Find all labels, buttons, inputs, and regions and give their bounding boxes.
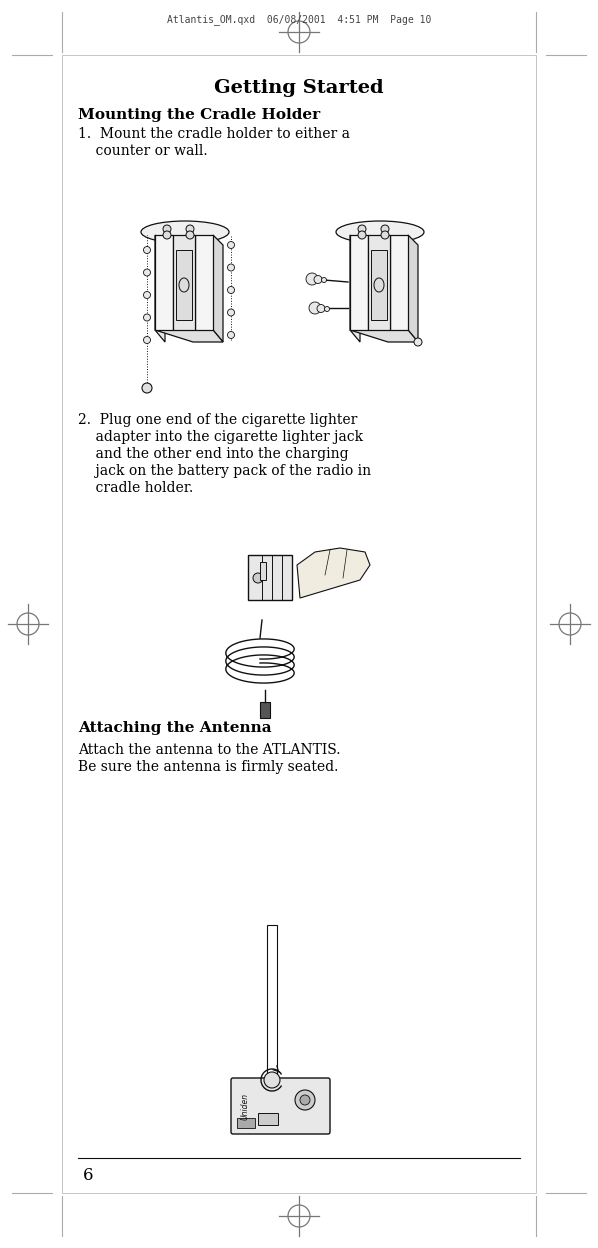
Text: Attach the antenna to the ATLANTIS.: Attach the antenna to the ATLANTIS.: [78, 743, 340, 758]
Text: Be sure the antenna is firmly seated.: Be sure the antenna is firmly seated.: [78, 760, 338, 774]
Polygon shape: [371, 250, 387, 319]
Circle shape: [227, 287, 234, 293]
Text: adapter into the cigarette lighter jack: adapter into the cigarette lighter jack: [78, 431, 363, 444]
Ellipse shape: [141, 221, 229, 243]
Text: 1.  Mount the cradle holder to either a: 1. Mount the cradle holder to either a: [78, 127, 350, 141]
Polygon shape: [155, 235, 173, 329]
Text: cradle holder.: cradle holder.: [78, 480, 193, 495]
Bar: [237, 1118, 255, 1128]
Circle shape: [358, 231, 366, 240]
Circle shape: [227, 242, 234, 248]
Circle shape: [306, 273, 318, 285]
Bar: [267, 925, 277, 1075]
Circle shape: [295, 1090, 315, 1109]
Circle shape: [144, 247, 151, 253]
Polygon shape: [173, 235, 195, 329]
Circle shape: [414, 338, 422, 346]
Circle shape: [325, 307, 329, 312]
FancyBboxPatch shape: [231, 1078, 330, 1134]
Bar: [248, 555, 292, 600]
Circle shape: [144, 292, 151, 298]
Circle shape: [144, 314, 151, 321]
Circle shape: [227, 265, 234, 271]
Polygon shape: [350, 235, 368, 329]
Polygon shape: [390, 235, 408, 329]
Ellipse shape: [336, 221, 424, 243]
Polygon shape: [176, 250, 192, 319]
Circle shape: [317, 305, 325, 312]
Bar: [260, 701, 270, 718]
Circle shape: [314, 276, 322, 283]
Text: and the other end into the charging: and the other end into the charging: [78, 447, 349, 461]
Bar: [258, 1113, 278, 1124]
Circle shape: [142, 383, 152, 393]
Circle shape: [163, 225, 171, 233]
Circle shape: [144, 270, 151, 276]
Text: jack on the battery pack of the radio in: jack on the battery pack of the radio in: [78, 464, 371, 478]
Text: counter or wall.: counter or wall.: [78, 144, 208, 158]
Circle shape: [227, 332, 234, 338]
Polygon shape: [213, 235, 223, 342]
Circle shape: [144, 337, 151, 343]
Polygon shape: [368, 235, 390, 329]
Text: Atlantis_OM.qxd  06/08/2001  4:51 PM  Page 10: Atlantis_OM.qxd 06/08/2001 4:51 PM Page …: [167, 15, 431, 25]
Circle shape: [300, 1094, 310, 1104]
Polygon shape: [297, 548, 370, 598]
Circle shape: [264, 1072, 280, 1088]
Text: 2.  Plug one end of the cigarette lighter: 2. Plug one end of the cigarette lighter: [78, 413, 358, 427]
Circle shape: [186, 225, 194, 233]
Polygon shape: [350, 235, 360, 342]
Circle shape: [186, 231, 194, 240]
Polygon shape: [350, 329, 418, 342]
Circle shape: [381, 225, 389, 233]
Text: 6: 6: [83, 1167, 93, 1183]
Polygon shape: [155, 329, 223, 342]
Bar: [62, 55, 536, 1193]
Text: Attaching the Antenna: Attaching the Antenna: [78, 721, 271, 735]
Circle shape: [163, 231, 171, 240]
Text: Uniden: Uniden: [240, 1092, 249, 1119]
Polygon shape: [408, 235, 418, 342]
Circle shape: [253, 573, 263, 583]
Circle shape: [309, 302, 321, 314]
Bar: [260, 562, 266, 580]
Text: Getting Started: Getting Started: [214, 79, 384, 97]
Circle shape: [227, 310, 234, 316]
Polygon shape: [155, 235, 165, 342]
Polygon shape: [195, 235, 213, 329]
Circle shape: [358, 225, 366, 233]
Text: Mounting the Cradle Holder: Mounting the Cradle Holder: [78, 109, 320, 122]
Circle shape: [381, 231, 389, 240]
Circle shape: [322, 277, 327, 282]
